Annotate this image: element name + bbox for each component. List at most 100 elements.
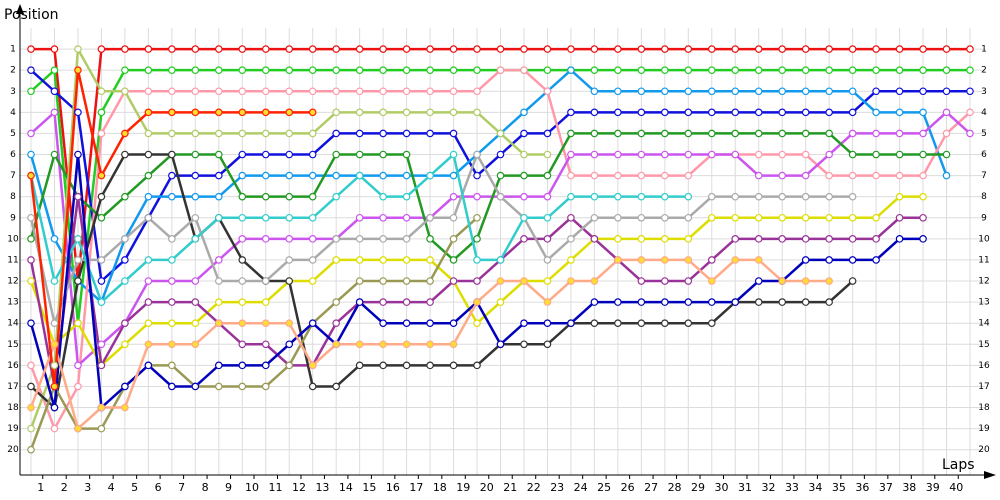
- y-tick-label-right: 10: [978, 234, 990, 244]
- lap-marker: [754, 192, 763, 201]
- lap-marker: [379, 235, 387, 243]
- lap-marker: [684, 192, 693, 201]
- y-tick-label: 9: [10, 213, 16, 223]
- lap-marker: [590, 87, 599, 96]
- lap-marker: [848, 66, 857, 74]
- lap-marker: [426, 171, 434, 180]
- lap-marker: [97, 361, 106, 370]
- lap-marker: [379, 45, 387, 53]
- lap-marker: [97, 129, 106, 138]
- lap-marker: [215, 45, 223, 53]
- y-tick-label: 5: [10, 129, 16, 139]
- lap-marker: [707, 45, 716, 53]
- lap-marker: [731, 213, 740, 222]
- lap-marker: [238, 87, 247, 96]
- lap-marker: [426, 277, 434, 285]
- lap-marker: [801, 298, 810, 306]
- lap-marker: [707, 298, 716, 306]
- lap-marker: [74, 108, 82, 117]
- y-tick-label: 7: [10, 171, 16, 181]
- lap-marker: [590, 298, 599, 306]
- lap-marker: [614, 256, 622, 264]
- lap-marker: [215, 256, 223, 264]
- lap-marker: [168, 298, 176, 306]
- lap-marker: [215, 171, 223, 180]
- lap-marker: [684, 235, 693, 243]
- lap-marker: [97, 403, 106, 412]
- lap-marker: [637, 108, 646, 117]
- lap-marker: [449, 150, 458, 159]
- lap-marker: [637, 256, 646, 264]
- lap-marker: [168, 150, 176, 159]
- lap-marker: [426, 213, 434, 222]
- lap-marker: [285, 256, 294, 264]
- lap-marker: [614, 66, 622, 74]
- lap-marker: [191, 340, 200, 349]
- lap-marker: [191, 298, 200, 306]
- lap-marker: [332, 45, 340, 53]
- lap-marker: [567, 66, 575, 74]
- x-tick-label: 17: [409, 481, 423, 494]
- lap-marker: [848, 129, 857, 138]
- lap-marker: [121, 277, 129, 285]
- lap-marker: [684, 277, 693, 285]
- y-tick-label-right: 20: [978, 445, 990, 455]
- lap-marker: [144, 277, 153, 285]
- lap-marker: [848, 171, 857, 180]
- lap-marker: [261, 235, 270, 243]
- lap-marker: [308, 45, 317, 53]
- lap-marker: [473, 108, 481, 117]
- lap-marker: [614, 150, 622, 159]
- lap-marker: [355, 108, 364, 117]
- lap-marker: [97, 298, 106, 306]
- lap-marker: [27, 87, 35, 96]
- lap-marker: [402, 319, 411, 327]
- lap-marker: [308, 256, 317, 264]
- lap-marker: [121, 66, 129, 74]
- lap-marker: [332, 129, 340, 138]
- lap-marker: [754, 171, 763, 180]
- lap-marker: [590, 108, 599, 117]
- lap-marker: [754, 277, 763, 285]
- lap-marker: [567, 277, 575, 285]
- lap-marker: [261, 87, 270, 96]
- lap-marker: [168, 66, 176, 74]
- lap-marker: [50, 108, 59, 117]
- lap-marker: [332, 192, 340, 201]
- lap-marker: [261, 382, 270, 391]
- series-line: [30, 153, 854, 410]
- x-tick-label: 24: [574, 481, 588, 494]
- y-tick-label-right: 8: [981, 192, 987, 202]
- lap-marker: [144, 45, 153, 53]
- lap-marker: [332, 319, 340, 327]
- lap-marker: [801, 129, 810, 138]
- lap-marker: [754, 87, 763, 96]
- lap-marker: [848, 235, 857, 243]
- lap-marker: [661, 108, 669, 117]
- lap-marker: [238, 171, 247, 180]
- lap-marker: [637, 129, 646, 138]
- lap-marker: [707, 66, 716, 74]
- lap-marker: [778, 192, 787, 201]
- lap-marker: [614, 213, 622, 222]
- x-tick-label: 35: [832, 481, 846, 494]
- lap-marker: [637, 298, 646, 306]
- lap-marker: [942, 45, 951, 53]
- lap-marker: [754, 150, 763, 159]
- lap-marker: [261, 213, 270, 222]
- lap-marker: [661, 298, 669, 306]
- lap-marker: [426, 319, 434, 327]
- lap-marker: [238, 213, 247, 222]
- lap-marker: [50, 277, 59, 285]
- lap-marker: [966, 45, 974, 53]
- lap-marker: [684, 256, 693, 264]
- lap-marker: [215, 361, 223, 370]
- x-tick-label: 27: [644, 481, 658, 494]
- y-tick-label-right: 4: [981, 108, 987, 118]
- lap-marker: [50, 150, 59, 159]
- lap-marker: [144, 361, 153, 370]
- lap-marker: [50, 403, 59, 412]
- lap-marker: [966, 108, 974, 117]
- lap-marker: [872, 45, 880, 53]
- lap-marker: [215, 382, 223, 391]
